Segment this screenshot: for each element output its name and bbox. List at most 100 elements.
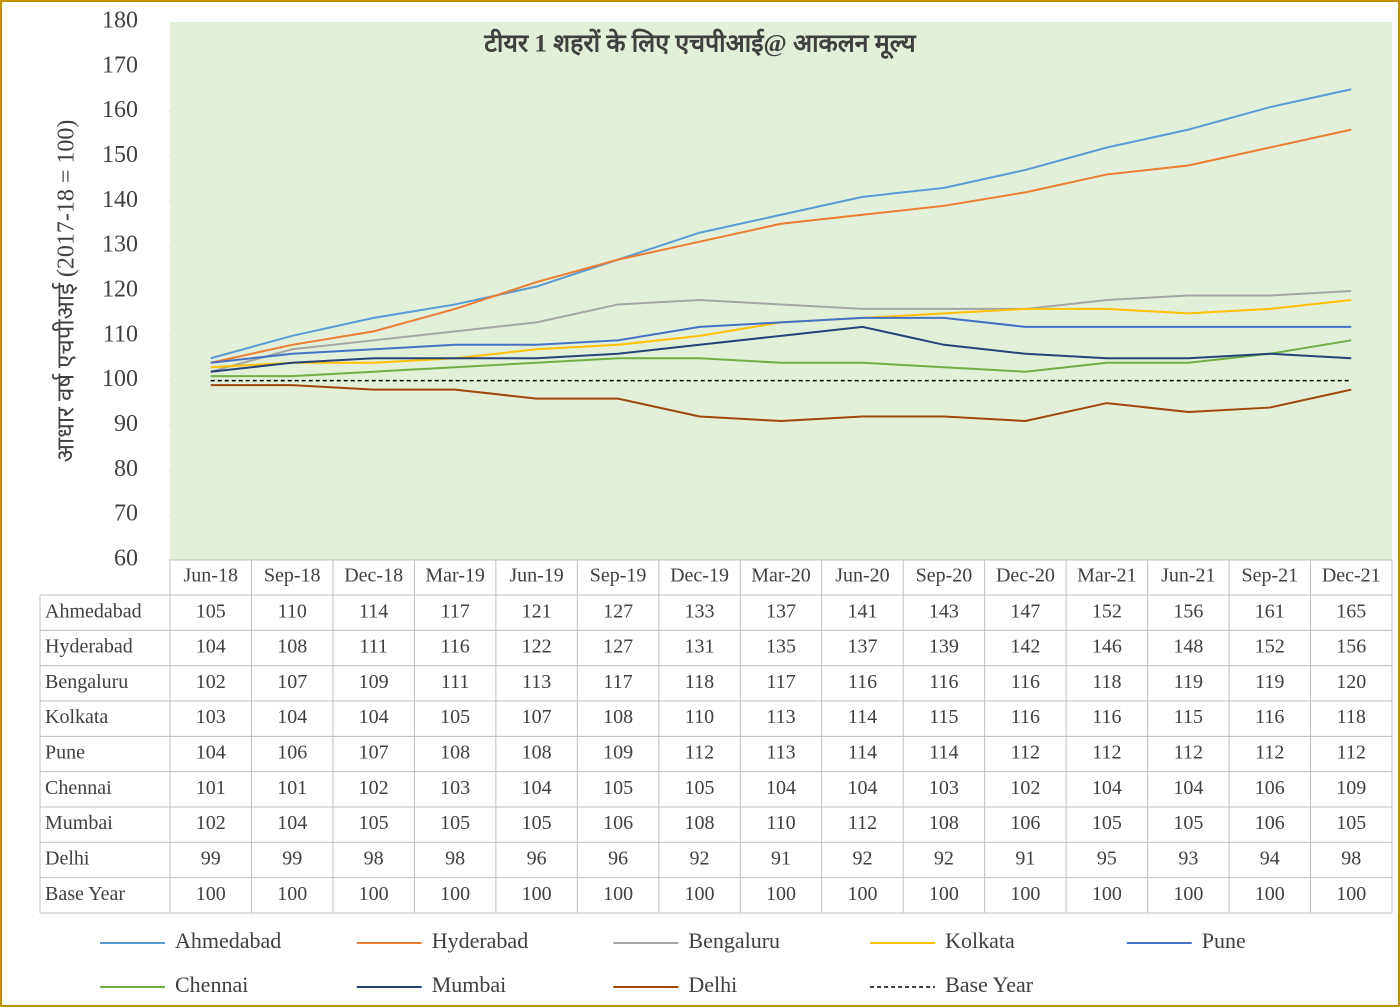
table-cell: 92 (934, 848, 954, 870)
legend-label: Chennai (175, 972, 248, 997)
legend-label: Bengaluru (688, 928, 780, 953)
table-cell: 104 (522, 777, 552, 799)
table-cell: 105 (1336, 812, 1366, 834)
x-tick-label: Sep-20 (916, 565, 973, 587)
series-line (210, 339, 1352, 378)
table-cell: 113 (522, 671, 551, 693)
table-cell: 113 (766, 742, 795, 764)
table-cell: 113 (766, 706, 795, 728)
x-tick-label: Jun-19 (509, 565, 563, 587)
table-cell: 117 (603, 671, 632, 693)
x-tick-label: Jun-21 (1161, 565, 1215, 587)
table-cell: 147 (1010, 600, 1040, 622)
table-cell: 93 (1178, 848, 1198, 870)
table-cell: 127 (603, 636, 633, 658)
table-row-label: Ahmedabad (45, 600, 142, 622)
table-cell: 100 (685, 883, 715, 905)
table-cell: 105 (522, 812, 552, 834)
table-cell: 116 (441, 636, 470, 658)
legend-label: Ahmedabad (175, 928, 281, 953)
table-cell: 114 (359, 600, 388, 622)
table-cell: 139 (929, 636, 959, 658)
table-cell: 100 (1173, 883, 1203, 905)
table-cell: 107 (522, 706, 552, 728)
table-cell: 107 (277, 671, 307, 693)
x-tick-label: Dec-21 (1322, 565, 1381, 587)
series-line (210, 128, 1352, 364)
table-cell: 99 (201, 848, 221, 870)
table-cell: 141 (847, 600, 877, 622)
table-cell: 100 (1010, 883, 1040, 905)
table-cell: 112 (1011, 742, 1040, 764)
y-tick-label: 140 (102, 187, 138, 213)
table-row-label: Chennai (45, 777, 112, 799)
table-cell: 111 (441, 671, 470, 693)
table-cell: 100 (359, 883, 389, 905)
chart-title: टीयर 1 शहरों के लिए एचपीआई@ आकलन मूल्य (483, 29, 917, 60)
table-cell: 106 (277, 742, 307, 764)
table-cell: 117 (766, 671, 795, 693)
table-cell: 106 (1010, 812, 1040, 834)
table-cell: 116 (1011, 671, 1040, 693)
table-cell: 105 (685, 777, 715, 799)
table-row-label: Mumbai (45, 812, 113, 834)
series-line (210, 88, 1352, 360)
table-cell: 106 (603, 812, 633, 834)
table-cell: 96 (608, 848, 628, 870)
x-tick-label: Sep-21 (1241, 565, 1298, 587)
table-cell: 143 (929, 600, 959, 622)
x-tick-label: Dec-19 (670, 565, 729, 587)
table-cell: 100 (440, 883, 470, 905)
table-cell: 116 (1092, 706, 1121, 728)
table-cell: 165 (1336, 600, 1366, 622)
table-cell: 112 (1174, 742, 1203, 764)
y-tick-label: 130 (102, 232, 138, 258)
table-cell: 118 (1092, 671, 1121, 693)
table-cell: 99 (282, 848, 302, 870)
table-cell: 142 (1010, 636, 1040, 658)
table-cell: 146 (1092, 636, 1122, 658)
table-cell: 108 (929, 812, 959, 834)
table-cell: 100 (929, 883, 959, 905)
table-cell: 111 (359, 636, 388, 658)
series-line (210, 290, 1352, 373)
table-cell: 100 (277, 883, 307, 905)
table-cell: 106 (1255, 812, 1285, 834)
table-cell: 161 (1255, 600, 1285, 622)
table-cell: 127 (603, 600, 633, 622)
table-row-label: Bengaluru (45, 671, 128, 693)
table-cell: 110 (685, 706, 714, 728)
table-row-label: Delhi (45, 848, 90, 870)
table-cell: 92 (852, 848, 872, 870)
table-cell: 102 (359, 777, 389, 799)
x-tick-label: Dec-18 (344, 565, 403, 587)
table-cell: 110 (278, 600, 307, 622)
table-cell: 103 (196, 706, 226, 728)
y-tick-label: 100 (102, 366, 138, 392)
table-cell: 119 (1174, 671, 1203, 693)
table-cell: 104 (1173, 777, 1203, 799)
table-cell: 112 (848, 812, 877, 834)
table-cell: 100 (1336, 883, 1366, 905)
table-cell: 91 (771, 848, 791, 870)
y-tick-label: 60 (114, 546, 138, 572)
table-cell: 91 (1015, 848, 1035, 870)
table-cell: 105 (196, 600, 226, 622)
table-cell: 105 (603, 777, 633, 799)
table-cell: 95 (1097, 848, 1117, 870)
table-cell: 105 (359, 812, 389, 834)
table-cell: 104 (277, 812, 307, 834)
legend-label: Base Year (945, 972, 1034, 997)
x-tick-label: Jun-18 (184, 565, 238, 587)
series-line (210, 325, 1352, 373)
table-cell: 116 (1011, 706, 1040, 728)
table-row-label: Base Year (45, 883, 125, 905)
table-cell: 131 (685, 636, 715, 658)
y-tick-label: 150 (102, 142, 138, 168)
legend-label: Mumbai (432, 972, 507, 997)
table-cell: 92 (690, 848, 710, 870)
table-cell: 100 (1255, 883, 1285, 905)
y-tick-label: 70 (114, 501, 138, 527)
table-cell: 108 (277, 636, 307, 658)
table-cell: 102 (196, 812, 226, 834)
